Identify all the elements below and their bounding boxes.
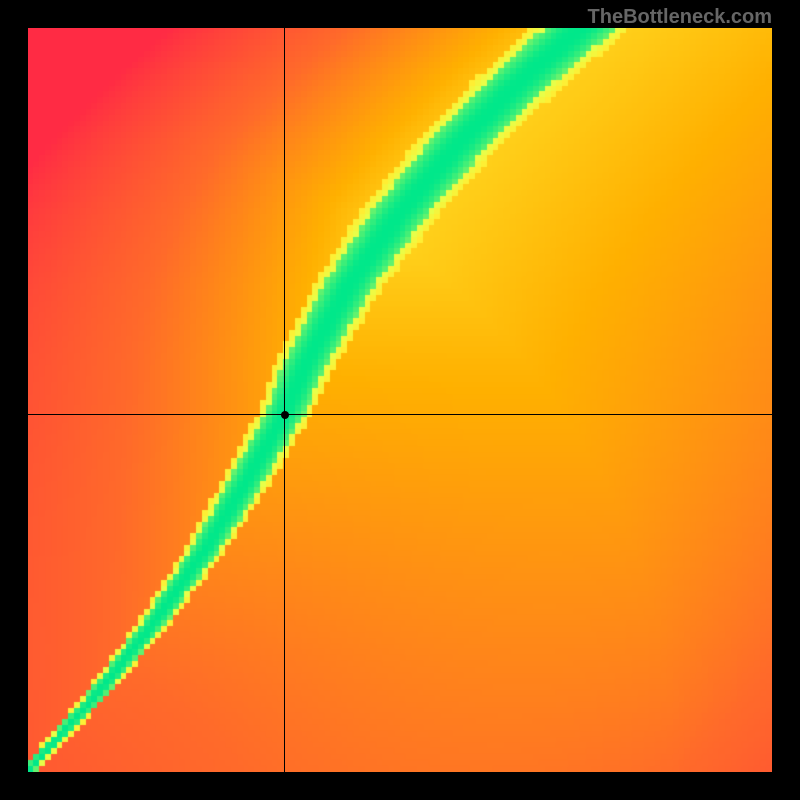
crosshair-vertical (284, 28, 285, 772)
heatmap-canvas (28, 28, 772, 772)
plot-area (28, 28, 772, 772)
crosshair-horizontal (28, 414, 772, 415)
marker-dot (281, 411, 289, 419)
watermark-text: TheBottleneck.com (588, 6, 772, 29)
